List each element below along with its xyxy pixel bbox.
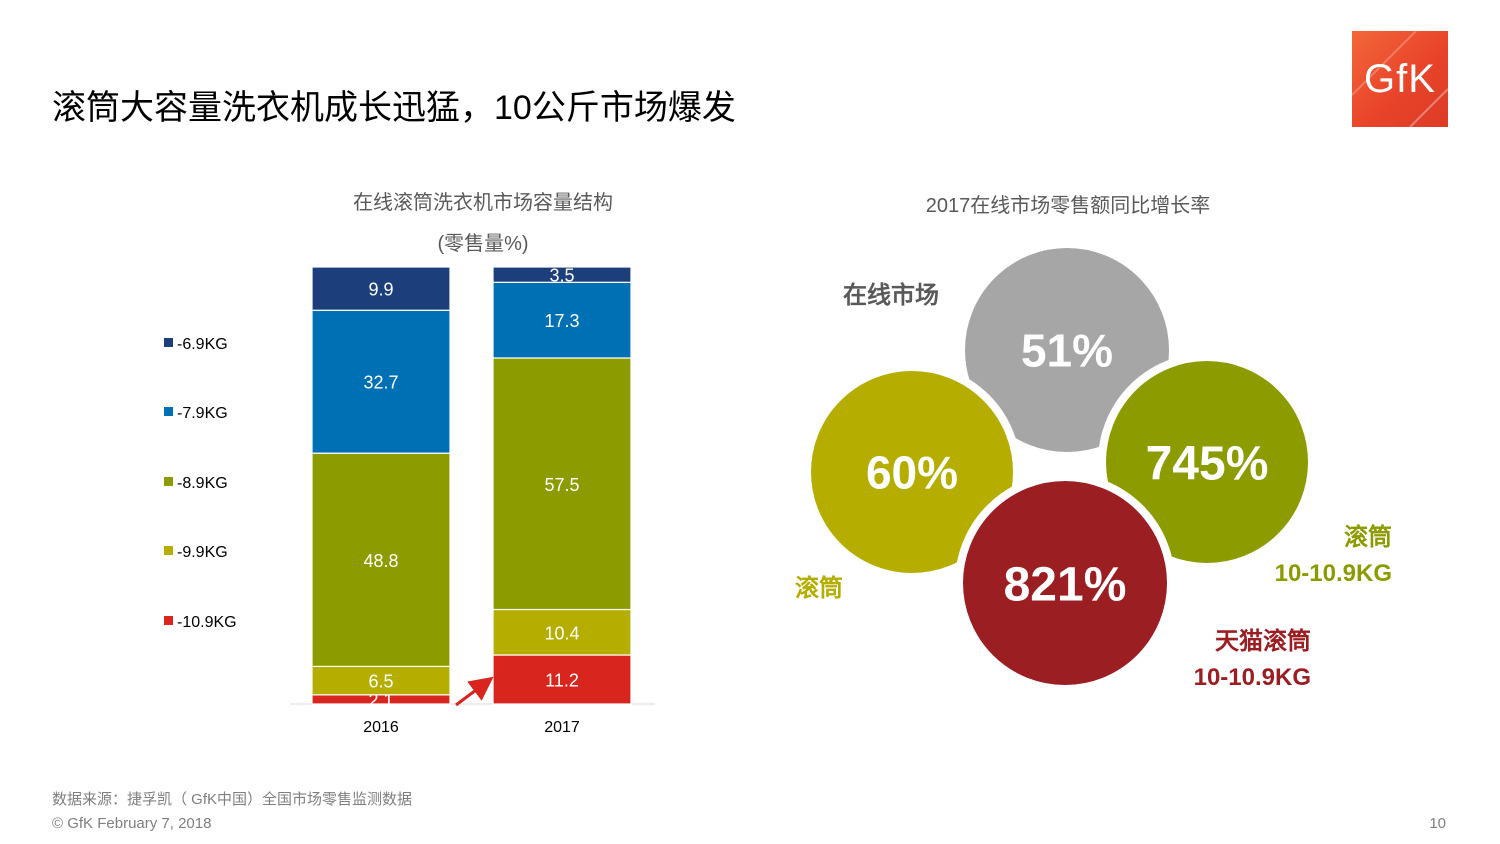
bar-segment	[311, 266, 451, 311]
gfk-logo: GfK	[1352, 31, 1448, 127]
bubble-sublabel: 10-10.9KG	[1193, 664, 1311, 691]
legend-swatch	[164, 546, 173, 555]
bubble-value: 821%	[1004, 558, 1127, 611]
legend-swatch	[164, 616, 173, 625]
bar-segment	[492, 281, 632, 359]
bubble-value: 60%	[866, 447, 958, 499]
slide-title: 滚筒大容量洗衣机成长迅猛，10公斤市场爆发	[52, 89, 736, 127]
bar-data-label: 9.9	[368, 280, 393, 300]
bar-data-label: 32.7	[363, 373, 398, 393]
logo-text: GfK	[1364, 57, 1436, 101]
bubble-sublabel: 10-10.9KG	[1274, 560, 1392, 587]
footer-copyright: © GfK February 7, 2018	[52, 815, 212, 832]
bar-segment	[492, 654, 632, 705]
bar-data-label: 17.3	[544, 311, 579, 331]
bar-segment	[492, 266, 632, 283]
bar-segment	[492, 608, 632, 656]
bar-data-label: 3.5	[549, 266, 574, 286]
right-chart-title: 2017在线市场零售额同比增长率	[925, 195, 1211, 217]
bubble-category-label: 天猫滚筒	[1215, 628, 1311, 655]
left-chart-title: 在线滚筒洗衣机市场容量结构	[353, 192, 613, 214]
bar-segment	[311, 309, 451, 454]
legend-label: -9.9KG	[177, 544, 228, 561]
bar-data-label: 10.4	[544, 623, 579, 643]
legend-swatch	[164, 338, 173, 347]
bar-data-label: 11.2	[545, 671, 579, 691]
bubble-value: 745%	[1146, 437, 1269, 490]
growth-bubble	[803, 363, 1021, 581]
left-chart-subtitle: (零售量%)	[437, 233, 529, 255]
bar-data-label: 6.5	[368, 672, 393, 692]
legend-label: -10.9KG	[177, 614, 237, 631]
logo-stripes	[1352, 31, 1448, 127]
footer-source: 数据来源：捷孚凯（ GfK中国）全国市场零售监测数据	[52, 791, 413, 808]
legend-label: -6.9KG	[177, 336, 228, 353]
bar-segment	[311, 452, 451, 668]
legend-label: -8.9KG	[177, 475, 228, 492]
growth-bubble	[1098, 353, 1316, 571]
x-tick-label: 2016	[363, 719, 399, 736]
page-number: 10	[1429, 815, 1446, 832]
legend-label: -7.9KG	[177, 405, 228, 422]
growth-bubble	[955, 473, 1175, 693]
bar-data-label: 48.8	[363, 551, 398, 571]
bubble-category-label: 滚筒	[1344, 524, 1392, 551]
bubble-value: 51%	[1021, 325, 1113, 377]
legend-swatch	[164, 477, 173, 486]
growth-arrow	[455, 676, 494, 707]
x-tick-label: 2017	[544, 719, 580, 736]
bubble-category-label: 在线市场	[843, 282, 939, 309]
legend-swatch	[164, 407, 173, 416]
bubble-category-label: 滚筒	[795, 575, 843, 602]
bar-segment	[492, 357, 632, 611]
bar-data-label: 57.5	[544, 475, 579, 495]
